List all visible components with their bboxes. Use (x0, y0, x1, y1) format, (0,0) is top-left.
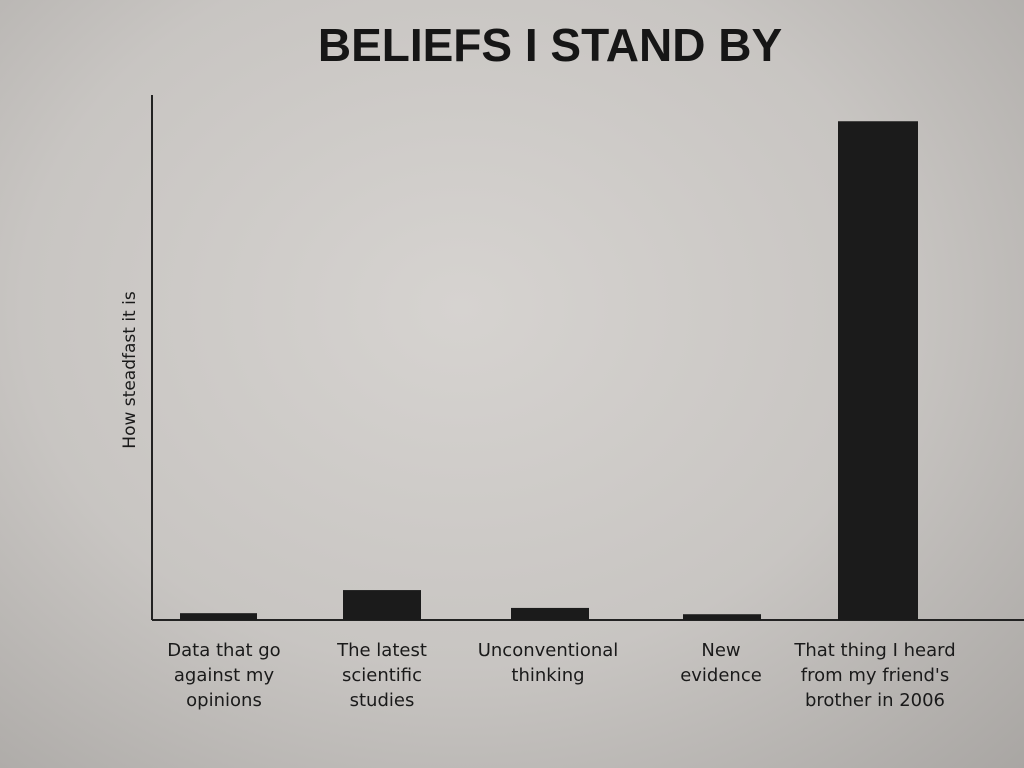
bar (343, 590, 421, 620)
x-tick-label-line: from my friend's (800, 665, 950, 686)
x-tick-label-line: The latest (337, 640, 427, 661)
x-tick-label-line: brother in 2006 (804, 690, 946, 711)
x-tick-label: Unconventional thinking (463, 638, 633, 688)
x-tick-label-line: Data that go (167, 640, 281, 661)
x-tick-label: The latest scientific studies (297, 638, 467, 713)
bar (180, 613, 257, 620)
y-axis-label: How steadfast it is (120, 291, 140, 449)
bar (511, 607, 589, 620)
x-tick-label-line: scientific (341, 665, 423, 686)
x-tick-label-line: New (701, 640, 741, 661)
x-tick-label-line: Unconventional (477, 640, 619, 661)
x-tick-label: Data that go against my opinions (139, 638, 309, 713)
x-tick-label-line: thinking (511, 665, 585, 686)
bar (683, 614, 761, 620)
x-tick-label: New evidence (636, 638, 806, 688)
bar (838, 121, 918, 620)
x-tick-label-line: against my (173, 665, 275, 686)
x-tick-label-line: studies (349, 690, 415, 711)
x-tick-label-line: evidence (680, 665, 762, 686)
x-tick-label-line: That thing I heard (794, 640, 956, 661)
x-tick-label: That thing I heard from my friend's brothe… (790, 638, 960, 713)
chart-title: BELIEFS I STAND BY (317, 19, 783, 71)
x-tick-label-line: opinions (186, 690, 262, 711)
